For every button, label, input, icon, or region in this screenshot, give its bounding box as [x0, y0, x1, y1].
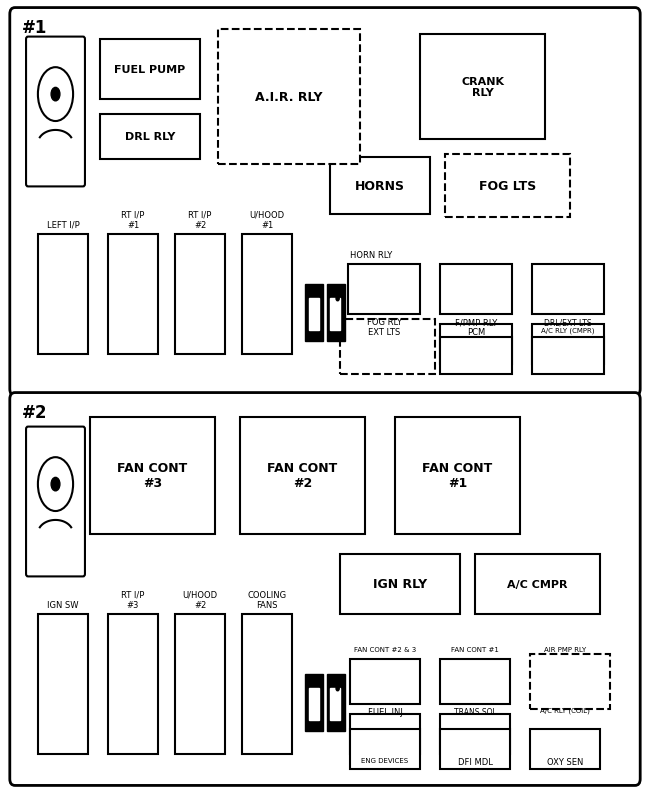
- Bar: [350, 729, 420, 769]
- Text: FUEL INJ: FUEL INJ: [367, 707, 402, 716]
- Bar: [532, 337, 604, 374]
- Bar: [530, 654, 610, 709]
- Text: #2: #2: [21, 404, 47, 422]
- Bar: [305, 675, 324, 731]
- Text: FUEL PUMP: FUEL PUMP: [114, 65, 186, 75]
- Text: U/HOOD
#2: U/HOOD #2: [183, 590, 218, 609]
- Bar: [340, 554, 460, 614]
- Bar: [395, 418, 520, 534]
- Bar: [420, 35, 545, 140]
- Bar: [440, 714, 510, 754]
- Bar: [240, 418, 365, 534]
- Text: FAN CONT
#3: FAN CONT #3: [118, 462, 188, 490]
- Text: TRANS SOL: TRANS SOL: [454, 707, 497, 716]
- Text: COOLING
FANS: COOLING FANS: [248, 590, 287, 609]
- FancyBboxPatch shape: [26, 38, 85, 187]
- Bar: [309, 688, 318, 719]
- Text: FOG LTS: FOG LTS: [479, 180, 536, 193]
- Text: DRL/EXT LTS: DRL/EXT LTS: [544, 318, 592, 327]
- Ellipse shape: [336, 296, 339, 301]
- Text: FOG RLY: FOG RLY: [367, 318, 402, 327]
- Bar: [218, 30, 360, 165]
- Bar: [100, 115, 200, 160]
- Bar: [330, 688, 341, 719]
- Bar: [242, 234, 292, 355]
- Text: A/C RLY (COIL): A/C RLY (COIL): [540, 707, 590, 714]
- Bar: [330, 299, 341, 330]
- Ellipse shape: [38, 68, 73, 122]
- Text: FAN CONT
#1: FAN CONT #1: [422, 462, 493, 490]
- Bar: [38, 234, 88, 355]
- Bar: [108, 234, 158, 355]
- Bar: [445, 155, 570, 218]
- Bar: [440, 265, 512, 315]
- Bar: [175, 614, 225, 754]
- Text: OXY SEN: OXY SEN: [547, 757, 583, 766]
- Text: RT I/P
#1: RT I/P #1: [122, 210, 145, 230]
- Text: HORN RLY: HORN RLY: [350, 251, 392, 259]
- Text: FAN CONT
#2: FAN CONT #2: [267, 462, 337, 490]
- Text: F/PMP RLY: F/PMP RLY: [455, 318, 497, 327]
- Text: FAN CONT #1: FAN CONT #1: [451, 646, 499, 652]
- Text: FAN CONT #2 & 3: FAN CONT #2 & 3: [354, 646, 416, 652]
- Text: AIR PMP RLY: AIR PMP RLY: [544, 646, 586, 652]
- Text: A/C RLY (CMPR): A/C RLY (CMPR): [541, 328, 595, 334]
- Bar: [108, 614, 158, 754]
- Bar: [350, 714, 420, 754]
- Bar: [440, 337, 512, 374]
- FancyBboxPatch shape: [10, 393, 640, 785]
- Text: #1: #1: [21, 19, 47, 37]
- Text: CRANK
RLY: CRANK RLY: [461, 76, 504, 98]
- Bar: [330, 158, 430, 214]
- Bar: [305, 285, 324, 341]
- Text: HORNS: HORNS: [355, 180, 405, 193]
- Bar: [348, 329, 420, 369]
- Bar: [440, 729, 510, 769]
- Text: RT I/P
#2: RT I/P #2: [188, 210, 212, 230]
- Ellipse shape: [38, 458, 73, 512]
- Bar: [100, 40, 200, 100]
- Text: IGN SW: IGN SW: [47, 601, 79, 609]
- Ellipse shape: [51, 88, 60, 102]
- Text: U/HOOD
#1: U/HOOD #1: [250, 210, 285, 230]
- Ellipse shape: [336, 686, 339, 691]
- Text: DRL RLY: DRL RLY: [125, 132, 176, 142]
- Bar: [530, 729, 600, 769]
- Bar: [532, 265, 604, 315]
- Text: PCM: PCM: [467, 328, 485, 336]
- Bar: [532, 324, 604, 365]
- Bar: [309, 299, 318, 330]
- Text: A/C CMPR: A/C CMPR: [507, 579, 567, 589]
- FancyBboxPatch shape: [26, 427, 85, 577]
- Bar: [440, 659, 510, 704]
- Bar: [242, 614, 292, 754]
- Bar: [340, 320, 435, 374]
- Bar: [440, 324, 512, 365]
- Text: RT I/P
#3: RT I/P #3: [122, 590, 145, 609]
- Text: EXT LTS: EXT LTS: [368, 328, 400, 336]
- FancyBboxPatch shape: [10, 9, 640, 396]
- Bar: [326, 675, 345, 731]
- Bar: [348, 265, 420, 315]
- Bar: [350, 659, 420, 704]
- Text: ENG DEVICES: ENG DEVICES: [361, 757, 409, 763]
- Text: A.I.R. RLY: A.I.R. RLY: [255, 91, 323, 104]
- Bar: [475, 554, 600, 614]
- Text: LEFT I/P: LEFT I/P: [47, 221, 79, 230]
- Bar: [175, 234, 225, 355]
- Text: DFI MDL: DFI MDL: [458, 757, 493, 766]
- Bar: [38, 614, 88, 754]
- Ellipse shape: [51, 478, 60, 491]
- Text: IGN RLY: IGN RLY: [373, 578, 427, 591]
- Bar: [90, 418, 215, 534]
- Bar: [326, 285, 345, 341]
